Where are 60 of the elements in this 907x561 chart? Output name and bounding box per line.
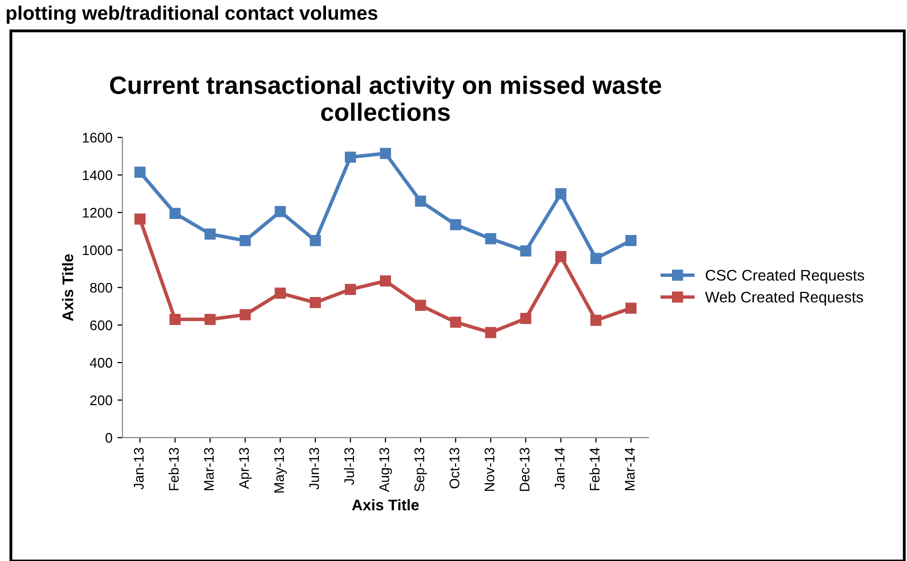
point [520,245,532,256]
point [380,275,392,287]
x-tick-label: Apr-13 [239,448,252,489]
point [134,213,146,225]
point [204,314,216,325]
x-tick-label: Feb-13 [168,448,179,490]
point [414,300,426,311]
x-axis-title: Axis Title [352,499,419,510]
y-axis-title: Axis Title [62,254,74,321]
y-tick-label: 0 [106,432,112,443]
point [204,228,216,240]
point [134,166,146,178]
y-tick-label: 600 [90,320,112,330]
x-tick-label: Aug-13 [379,448,392,492]
x-tick-label: Sep-13 [414,448,428,492]
x-tick-label: Feb-14 [589,448,600,490]
point [414,196,426,207]
point [590,252,602,264]
point [485,233,496,244]
x-tick-label: Oct-13 [450,448,460,488]
point [274,206,286,218]
point [310,296,321,308]
point [240,235,251,246]
point [169,314,181,325]
y-tick-label: 800 [90,282,112,293]
point [590,314,602,326]
y-tick-label: 200 [90,395,112,406]
y-tick-label: 1600 [82,132,112,143]
point [520,312,532,324]
point [555,251,566,262]
point [344,284,356,295]
y-tick-label: 1400 [82,170,112,180]
point [450,219,462,230]
point [625,235,637,246]
legend-label: CSC Created Requests [706,269,864,284]
x-tick-label: Jan-13 [134,448,144,490]
x-tick-label: Jul-13 [344,448,354,485]
y-tick-label: 400 [90,358,112,368]
point [310,235,321,246]
x-tick-label: Mar-14 [625,448,635,490]
point [240,309,251,320]
x-tick-label: Nov-13 [484,448,494,491]
legend-label: Web Created Requests [705,291,864,306]
point [380,148,392,159]
text: plotting web/traditional contact volumes [6,6,378,24]
point [625,302,637,314]
point [555,188,566,200]
point [344,152,356,163]
x-tick-label: Jan-14 [554,448,565,490]
x-tick-label: May-13 [274,448,287,492]
point [274,288,286,299]
point [485,326,496,338]
point [169,208,181,219]
x-tick-label: Dec-13 [520,448,530,491]
y-tick-label: 1200 [82,208,112,218]
y-tick-label: 1000 [82,245,112,256]
x-tick-label: Mar-13 [204,448,214,490]
point [450,316,462,328]
chart-title: Current transactional activity on missed waste collections [110,76,662,122]
x-tick-label: Jun-13 [309,448,320,490]
